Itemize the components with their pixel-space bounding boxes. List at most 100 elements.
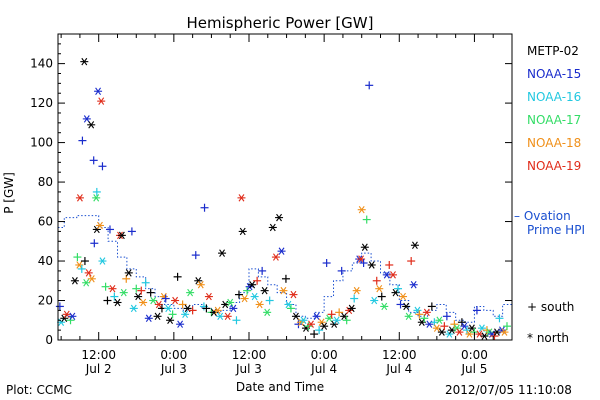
point-metp-02-south [103,296,112,305]
point-metp-02-north [80,57,89,66]
point-noaa-17-south [101,282,110,291]
point-noaa-19-south [407,257,416,266]
point-noaa-15-south [294,320,303,329]
point-noaa-15-south [442,312,451,321]
point-metp-02-north [260,286,269,295]
point-metp-02-north [238,227,247,236]
y-ticks: 0 20 40 60 80 100 120 140 [30,43,512,347]
legend-entry-noaa-18: NOAA-18 [527,136,582,150]
point-noaa-16-south [462,326,471,335]
point-noaa-15-south [396,300,405,309]
y-tick-label: 40 [38,254,53,268]
point-metp-02-south [457,318,466,327]
point-metp-02-north [92,225,101,234]
y-tick-label: 80 [38,175,53,189]
point-noaa-16-north [332,316,341,324]
point-noaa-17-south [342,316,351,325]
point-noaa-19-south [440,322,449,331]
point-noaa-17-south [286,304,295,313]
point-metp-02-north [87,121,96,129]
legend-entry-noaa-17: NOAA-17 [527,113,582,127]
y-tick-label: 120 [30,96,53,110]
legend-entry-noaa-19: NOAA-19 [527,159,582,173]
point-noaa-18-south [178,300,187,309]
point-noaa-19-north [97,97,106,105]
x-tick-label-time: 0:00 [311,348,338,362]
point-metp-02-north [367,261,376,269]
point-metp-02-south [281,274,290,283]
plot-frame [57,33,513,341]
point-noaa-16-north [129,304,138,313]
point-noaa-15-south [365,81,374,90]
point-metp-02-north [437,328,446,336]
x-tick-label-date: Jul 5 [460,362,487,376]
point-noaa-18-north [357,205,366,214]
legend-entry-metp-02: METP-02 [527,44,579,58]
point-metp-02-south [427,302,436,311]
x-tick-label-date: Jul 4 [385,362,412,376]
point-noaa-19-south [137,286,146,295]
point-noaa-18-north [500,328,509,336]
point-metp-02-north [320,322,329,330]
point-noaa-18-north [432,324,441,332]
point-noaa-19-south [188,306,197,315]
point-noaa-16-north [164,304,173,313]
point-noaa-16-north [299,316,308,324]
point-metp-02-north [480,332,489,340]
point-metp-02-south [202,304,211,313]
y-tick-label: 60 [38,215,53,229]
point-noaa-15-north [94,87,103,95]
point-noaa-15-south [200,203,209,212]
point-noaa-15-south [89,156,98,165]
point-noaa-15-south [78,136,87,145]
point-noaa-16-south [92,187,101,196]
point-noaa-16-south [394,284,403,293]
x-tick-label-date: Jul 2 [85,362,112,376]
point-noaa-19-north [204,292,213,301]
point-noaa-18-north [196,280,205,289]
point-metp-02-south [234,290,243,299]
point-noaa-19-north [389,271,398,279]
point-noaa-18-north [352,286,361,295]
point-noaa-15-north [82,115,91,123]
point-metp-02-south [377,292,386,301]
point-noaa-16-south [77,264,86,273]
legend-entry-noaa-15: NOAA-15 [527,67,582,81]
point-metp-02-north [360,243,369,251]
point-metp-02-south [146,288,155,297]
y-tick-label: 140 [30,57,53,71]
point-noaa-18-south [450,320,459,329]
point-noaa-19-south [253,276,262,285]
point-noaa-18-south [335,308,344,317]
point-noaa-19-north [306,320,315,328]
point-noaa-15-south [191,251,200,260]
point-noaa-18-north [279,286,288,295]
point-noaa-15-north [144,314,153,323]
chart-title: Hemispheric Power [GW] [187,14,374,32]
point-metp-02-north [218,249,227,257]
point-noaa-15-north [277,247,286,255]
point-metp-02-north [248,280,257,289]
ovation-series [58,215,513,323]
legend-entry-noaa-16: NOAA-16 [527,90,582,104]
point-noaa-19-north [171,296,180,305]
x-axis-label: Date and Time [236,380,324,394]
point-noaa-15-north [229,304,238,313]
point-noaa-19-north [271,253,280,261]
point-noaa-16-south [350,294,359,303]
point-noaa-17-north [435,316,444,324]
point-noaa-15-south [359,259,368,268]
point-metp-02-north [347,304,356,313]
point-noaa-16-north [250,292,259,301]
point-noaa-15-north [176,320,185,328]
point-noaa-19-north [237,194,246,202]
legend-ovation-line2: Prime HPI [527,223,585,237]
point-noaa-17-south [66,316,75,325]
point-noaa-15-south [337,266,346,275]
point-noaa-19-north [75,194,84,202]
y-tick-label: 20 [38,294,53,308]
point-noaa-17-south [304,322,313,331]
y-tick-label: 0 [45,333,53,347]
point-noaa-15-south [161,294,170,303]
